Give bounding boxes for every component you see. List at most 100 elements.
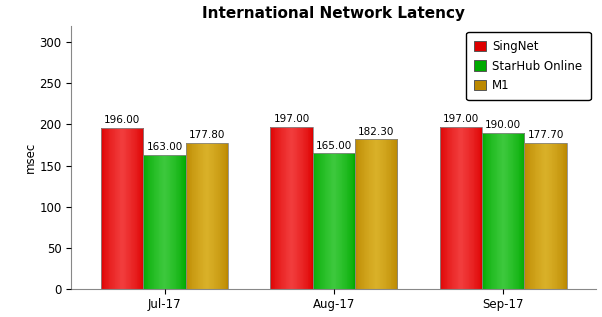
Bar [388,139,389,289]
Bar [274,127,275,289]
Bar [183,155,184,289]
Bar [559,143,560,289]
Bar [226,143,228,289]
Bar [489,133,490,289]
Bar [485,133,486,289]
Bar [393,139,394,289]
Bar [162,155,163,289]
Bar [548,143,549,289]
Bar [545,143,547,289]
Bar [351,153,352,289]
Bar [534,143,535,289]
Bar [383,139,384,289]
Bar [200,143,201,289]
Bar [154,155,155,289]
Bar [484,133,485,289]
Bar [185,143,228,289]
Y-axis label: msec: msec [23,142,37,173]
Bar [216,143,217,289]
Bar [316,153,317,289]
Bar [208,143,209,289]
Bar [378,139,379,289]
Bar [139,128,140,289]
Bar [354,153,355,289]
Bar [294,127,295,289]
Bar [222,143,223,289]
Bar [337,153,338,289]
Bar [561,143,562,289]
Bar [227,143,228,289]
Bar [481,127,482,289]
Bar [101,128,102,289]
Bar [482,133,524,289]
Bar [196,143,197,289]
Bar [301,127,302,289]
Bar [352,153,353,289]
Bar [464,127,465,289]
Bar [143,155,144,289]
Bar [214,143,215,289]
Bar [558,143,559,289]
Bar [296,127,297,289]
Bar [485,133,486,289]
Bar [150,155,151,289]
Bar [521,133,522,289]
Bar [453,127,455,289]
Bar [441,127,442,289]
Bar [189,143,190,289]
Bar [440,127,482,289]
Bar [471,127,472,289]
Text: 165.00: 165.00 [316,141,352,151]
Bar [300,127,301,289]
Bar [137,128,138,289]
Bar [179,155,180,289]
Bar [118,128,119,289]
Bar [333,153,334,289]
Bar [156,155,157,289]
Bar [384,139,385,289]
Bar [289,127,290,289]
Bar [206,143,207,289]
Bar [450,127,451,289]
Bar [360,139,361,289]
Bar [101,128,143,289]
Bar [461,127,462,289]
Bar [473,127,474,289]
Bar [458,127,459,289]
Bar [124,128,125,289]
Bar [131,128,132,289]
Bar [285,127,286,289]
Bar [520,133,521,289]
Bar [445,127,447,289]
Bar [382,139,383,289]
Bar [366,139,367,289]
Bar [167,155,168,289]
Bar [562,143,563,289]
Bar [126,128,128,289]
Bar [326,153,327,289]
Bar [504,133,505,289]
Bar [480,127,482,289]
Bar [122,128,123,289]
Title: International Network Latency: International Network Latency [202,6,465,21]
Bar [373,139,374,289]
Bar [182,155,184,289]
Bar [491,133,492,289]
Bar [508,133,509,289]
Bar [553,143,554,289]
Bar [551,143,553,289]
Bar [218,143,219,289]
Bar [483,133,484,289]
Bar [223,143,224,289]
Bar [213,143,214,289]
Bar [503,133,504,289]
Bar [530,143,532,289]
Bar [444,127,445,289]
Bar [129,128,130,289]
Bar [157,155,158,289]
Bar [464,127,465,289]
Bar [287,127,288,289]
Bar [297,127,299,289]
Bar [137,128,138,289]
Bar [128,128,129,289]
